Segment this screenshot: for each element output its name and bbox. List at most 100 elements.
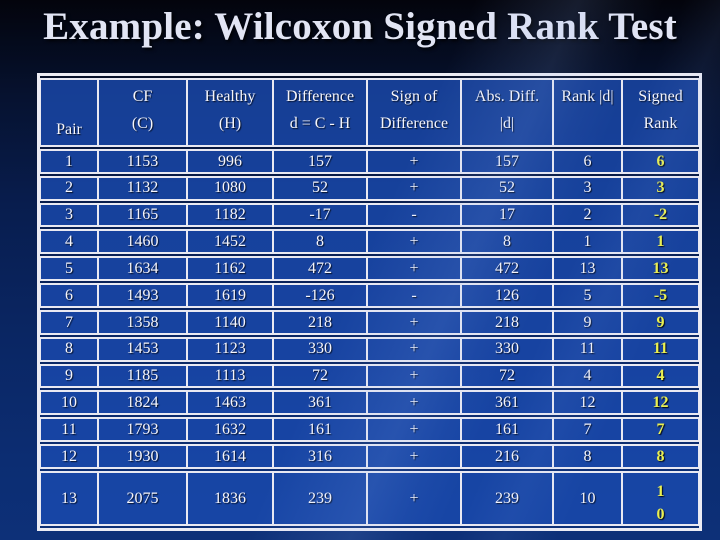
cell-sign: + (367, 256, 461, 282)
table-row: 1 1153 996 157 +157 6 6 (40, 149, 699, 174)
cell-cf: 1793 (98, 417, 187, 443)
column-header-sign: Sign of Difference (367, 78, 461, 147)
column-header-rank: Rank |d| (553, 78, 622, 147)
cell-pair: 3 (40, 202, 98, 228)
column-header-signed-rank: Signed Rank (622, 78, 699, 147)
cell-rank: 13 (553, 256, 622, 282)
table-row: 10 1824 1463 361 +361 12 12 (40, 390, 699, 416)
cell-sign: + (367, 229, 461, 255)
cell-healthy: 996 (187, 149, 273, 174)
table-header-row: Pair CF (C) Healthy (H) Difference d = C - H Si… (40, 78, 699, 147)
table-row: 3 1165 1182 -17-17 2 -2 (40, 202, 699, 228)
cell-healthy: 1836 (187, 470, 273, 526)
cell-abs-diff: 17 (461, 202, 553, 228)
cell-signed-rank: 10 (622, 470, 699, 526)
cell-pair: 12 (40, 444, 98, 469)
cell-difference: -126 (273, 283, 367, 308)
cell-cf: 1185 (98, 363, 187, 389)
cell-abs-diff: 361 (461, 390, 553, 416)
cell-pair: 8 (40, 336, 98, 362)
table-row: 6 1493 1619 -126-126 5 -5 (40, 283, 699, 308)
column-header-difference: Difference d = C - H (273, 78, 367, 147)
cell-pair: 5 (40, 256, 98, 282)
cell-pair: 4 (40, 229, 98, 255)
cell-abs-diff: 161 (461, 417, 553, 443)
wrapped-signed-rank-value: 10 (656, 482, 665, 523)
cell-difference: 472 (273, 256, 367, 282)
cell-abs-diff: 239 (461, 470, 553, 526)
cell-abs-diff: 218 (461, 309, 553, 335)
column-header-healthy: Healthy (H) (187, 78, 273, 147)
cell-abs-diff: 157 (461, 149, 553, 174)
cell-abs-diff: 126 (461, 283, 553, 308)
cell-pair: 6 (40, 283, 98, 308)
cell-difference: 239 (273, 470, 367, 526)
cell-cf: 1493 (98, 283, 187, 308)
cell-cf: 1132 (98, 175, 187, 201)
cell-signed-rank: 4 (622, 363, 699, 389)
cell-rank: 8 (553, 444, 622, 469)
cell-healthy: 1113 (187, 363, 273, 389)
slide-title: Example: Wilcoxon Signed Rank Test (43, 5, 677, 48)
cell-healthy: 1619 (187, 283, 273, 308)
cell-difference: 8 (273, 229, 367, 255)
cell-pair: 11 (40, 417, 98, 443)
cell-healthy: 1632 (187, 417, 273, 443)
cell-pair: 2 (40, 175, 98, 201)
cell-rank: 12 (553, 390, 622, 416)
cell-healthy: 1452 (187, 229, 273, 255)
cell-pair: 10 (40, 390, 98, 416)
cell-cf: 1453 (98, 336, 187, 362)
cell-healthy: 1182 (187, 202, 273, 228)
cell-healthy: 1463 (187, 390, 273, 416)
cell-signed-rank: 8 (622, 444, 699, 469)
cell-cf: 1634 (98, 256, 187, 282)
cell-healthy: 1123 (187, 336, 273, 362)
cell-rank: 11 (553, 336, 622, 362)
cell-sign: + (367, 444, 461, 469)
cell-signed-rank: -2 (622, 202, 699, 228)
cell-healthy: 1080 (187, 175, 273, 201)
cell-signed-rank: 1 (622, 229, 699, 255)
cell-difference: -17 (273, 202, 367, 228)
table-row: 4 1460 1452 8 +8 1 1 (40, 229, 699, 255)
wilcoxon-table: Pair CF (C) Healthy (H) Difference d = C - H Si… (37, 73, 702, 531)
cell-difference: 157 (273, 149, 367, 174)
cell-healthy: 1162 (187, 256, 273, 282)
cell-rank: 2 (553, 202, 622, 228)
cell-difference: 330 (273, 336, 367, 362)
column-header-pair: Pair (40, 78, 98, 147)
cell-cf: 2075 (98, 470, 187, 526)
cell-sign: + (367, 175, 461, 201)
column-header-cf: CF (C) (98, 78, 187, 147)
cell-sign: - (367, 283, 461, 308)
table-row: 2 1132 1080 52 +52 3 3 (40, 175, 699, 201)
cell-sign: + (367, 470, 461, 526)
cell-rank: 3 (553, 175, 622, 201)
cell-abs-diff: 216 (461, 444, 553, 469)
cell-difference: 161 (273, 417, 367, 443)
cell-difference: 52 (273, 175, 367, 201)
table-row: 12 1930 1614 316 +216 8 8 (40, 444, 699, 469)
cell-cf: 1824 (98, 390, 187, 416)
cell-abs-diff: 330 (461, 336, 553, 362)
cell-signed-rank: 11 (622, 336, 699, 362)
cell-signed-rank: 3 (622, 175, 699, 201)
cell-signed-rank: 9 (622, 309, 699, 335)
cell-cf: 1165 (98, 202, 187, 228)
cell-signed-rank: -5 (622, 283, 699, 308)
cell-rank: 7 (553, 417, 622, 443)
table-row: 11 1793 1632 161 +161 7 7 (40, 417, 699, 443)
cell-sign: + (367, 309, 461, 335)
cell-sign: + (367, 336, 461, 362)
cell-difference: 72 (273, 363, 367, 389)
cell-abs-diff: 8 (461, 229, 553, 255)
cell-difference: 361 (273, 390, 367, 416)
cell-signed-rank: 13 (622, 256, 699, 282)
cell-abs-diff: 72 (461, 363, 553, 389)
cell-cf: 1153 (98, 149, 187, 174)
cell-sign: + (367, 149, 461, 174)
table-row: 7 1358 1140 218 +218 9 9 (40, 309, 699, 335)
cell-sign: - (367, 202, 461, 228)
